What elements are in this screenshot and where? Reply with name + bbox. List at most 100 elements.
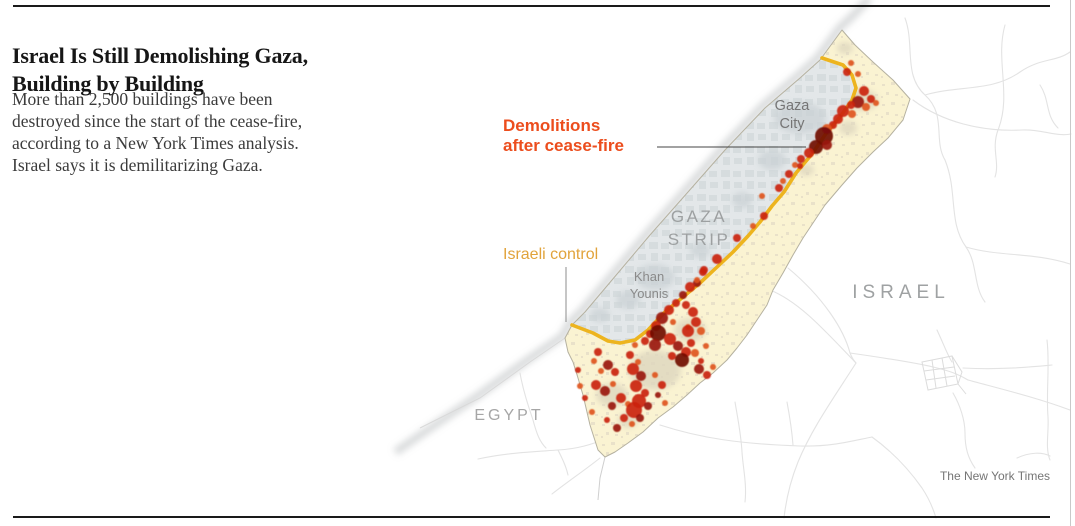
headline-line-2: Building by Building [12,70,204,96]
demolition-dot [652,372,658,378]
demolition-dot [626,351,634,359]
label-gaza-strip: GAZA STRIP [668,205,731,251]
demolition-dot [862,103,870,111]
demolition-dot [694,277,700,283]
demolition-dot [662,400,668,406]
demolition-dot [604,417,610,423]
road [551,457,601,495]
road [1016,452,1051,459]
road [871,436,937,519]
page-right-border [1070,0,1071,526]
demolition-dot [608,402,616,410]
deck-line-3: according to a New York Times analysis. [12,133,299,153]
demolition-dot [848,60,854,66]
demolition-dot [644,402,652,410]
label-egypt: EGYPT [474,407,544,424]
demolitions-annotation-line-2: after cease-fire [503,136,624,155]
road [994,24,1006,178]
demolition-dot [712,254,722,264]
demolition-dot [703,371,711,379]
demolition-dot [620,414,628,422]
demolition-dot [626,402,642,418]
demolition-dot [675,353,689,367]
road [734,401,747,503]
demolition-dot [804,148,814,158]
demolition-dot [630,380,642,392]
demolition-dot [672,299,680,307]
headline: Israel Is Still Demolishing Gaza, Buildi… [12,42,308,98]
annotation-leader-lines [565,146,806,322]
label-gaza-city: Gaza City [775,97,810,133]
demolition-dot [760,212,768,220]
demolition-dot [688,307,698,317]
demolition-dot [594,348,602,356]
demolition-dot [591,358,597,364]
demolition-dot [847,101,855,109]
demolition-dot [710,364,716,370]
demolition-dot [627,363,639,375]
demolition-dot [843,68,851,76]
town-street-grid [925,375,956,381]
demolition-dot [780,178,786,184]
coastline-shadow [393,0,873,456]
demolition-dot [837,105,849,117]
road [912,99,1072,136]
demolition-dot [591,380,601,390]
demolition-dot [635,359,641,365]
deck-line-2: destroyed since the start of the cease-f… [12,111,303,131]
town-street-grid [941,357,948,387]
label-gaza-city-line-2: City [779,116,805,132]
demolition-dot [855,71,861,77]
demolition-dot [687,339,695,347]
demolition-dot [785,170,793,178]
road [904,17,946,161]
demolition-dot [699,268,707,276]
city-core-blob [774,102,826,134]
demolition-dot [867,95,875,103]
city-core-blob [616,291,640,309]
town-street-grid [931,359,937,389]
road [477,439,604,460]
demolition-dot [575,367,581,373]
demolition-dot [775,184,783,192]
gaza-strip-shape [564,29,911,458]
demolition-dot [611,368,619,376]
road [519,372,547,449]
town-street-grid [957,383,967,395]
demolition-dot [679,291,687,299]
road [787,267,857,364]
road [965,246,1071,265]
road [967,379,1071,411]
demolition-dot [641,389,649,397]
label-israel: ISRAEL [852,282,950,303]
demolition-dot [664,305,674,315]
demolition-dot [848,110,856,118]
demolition-dot [694,364,704,374]
egypt-coast-line [419,337,566,429]
town-street-grid [923,366,955,372]
demolition-dot [859,86,869,96]
road [1046,339,1051,461]
label-gaza-strip-line-1: GAZA [670,207,728,226]
demolition-dot [873,100,879,106]
label-gaza-strip-line-2: STRIP [667,230,731,249]
bottom-rule [13,516,1050,518]
demolition-dot [616,393,626,403]
demolition-dot [650,325,666,341]
top-rule [13,5,1050,7]
road [962,364,1053,370]
demolition-dot [656,312,668,324]
deck-line-4: Israel says it is demilitarizing Gaza. [12,155,263,175]
demolition-dot [682,301,690,309]
demolition-dot [658,381,666,389]
demolition-dot [664,333,676,345]
israeli-control-annotation: Israeli control [503,246,599,263]
demolition-dot [733,234,741,242]
city-core-blob [590,308,610,322]
demolition-dot [698,358,704,364]
coastline-shadow-band [393,0,873,456]
label-khan-younis-line-2: Younis [629,286,669,301]
demolition-dot [600,386,610,396]
label-gaza-city-line-1: Gaza [774,98,810,114]
road [1039,84,1059,129]
